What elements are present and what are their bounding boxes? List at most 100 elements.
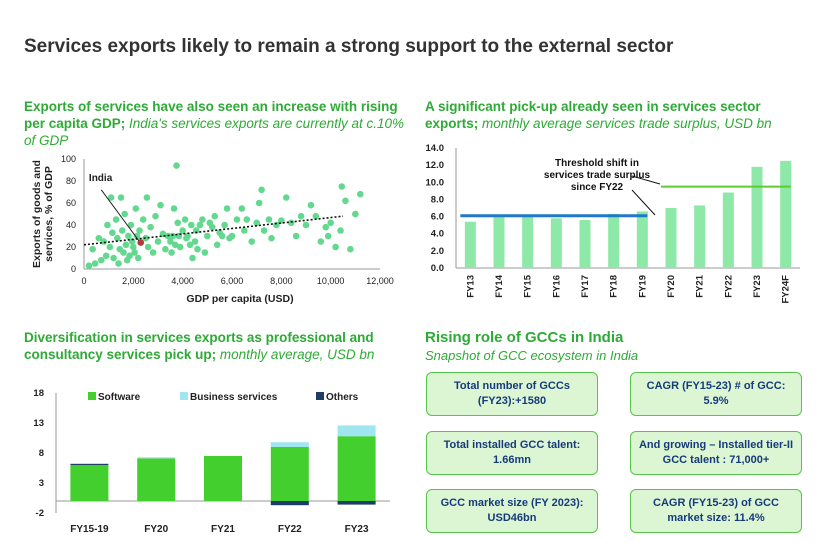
surplus-y-tick-label: 6.0 [431,212,444,223]
diversification-bar-segment [270,442,309,447]
surplus-bar [780,160,792,268]
scatter-point [133,232,141,240]
gcc-box-market-size: GCC market size (FY 2023): USD46bn [426,489,598,533]
scatter-point [194,245,201,253]
scatter-y-axis-label: Exports of goods andservices, % of GDP [31,160,55,268]
scatter-point [347,245,354,253]
scatter-x-tick-label: 12,000 [366,276,394,286]
gcc-box-tier-ii-talent: And growing – Installed tier-II GCC tale… [630,431,802,475]
scatter-point [322,223,330,231]
scatter-point [162,245,169,253]
scatter-point [265,216,273,223]
surplus-y-tick-label: 10.0 [426,177,445,188]
scatter-point [268,234,275,242]
scatter-y-tick-label: 40 [66,220,76,230]
scatter-point [102,252,110,260]
surplus-x-tick-label: FY16 [551,275,562,298]
diversification-bar-segment [270,501,309,506]
surplus-bar [522,215,534,268]
scatter-point [91,260,99,267]
scatter-point [324,232,332,240]
scatter-point [352,210,359,218]
surplus-bar [751,166,763,268]
scatter-title-subtitle: India's services exports are currently a… [24,116,404,148]
scatter-point [221,221,228,229]
scatter-point [139,216,147,223]
scatter-point [121,210,128,218]
scatter-point [297,212,305,220]
scatter-point [85,262,93,270]
surplus-title-bold: A significant pick-up already seen in se… [425,99,761,131]
surplus-y-tick-label: 0.0 [431,263,444,274]
scatter-point [114,234,121,242]
scatter-point [179,227,186,234]
surplus-bar [608,214,620,268]
scatter-point [112,216,120,223]
scatter-point [118,227,126,234]
scatter-point [287,219,295,227]
scatter-point [208,223,216,231]
scatter-point [218,232,226,240]
scatter-point [302,221,310,229]
diversification-legend-label: Software [98,392,141,403]
scatter-point [241,227,248,234]
scatter-point [253,219,260,227]
scatter-point [126,252,133,260]
scatter-point [110,254,117,262]
scatter-point [238,205,246,212]
surplus-x-tick-label: FY20 [666,275,677,298]
scatter-point [168,249,175,256]
gcc-title: Rising role of GCCs in India [425,329,624,346]
surplus-x-tick-label: FY24F [781,275,792,304]
scatter-point [147,223,154,231]
gcc-box-total-gccs: Total number of GCCs (FY23):+1580 [426,372,598,416]
scatter-point [307,201,315,209]
scatter-point [169,232,177,240]
surplus-panel-title: A significant pick-up already seen in se… [425,98,810,132]
scatter-point [332,243,339,251]
scatter-point [191,238,199,245]
diversification-bar-segment [70,465,109,501]
scatter-point [117,194,125,201]
scatter-point [204,232,211,240]
diversification-bar-segment [137,458,176,501]
surplus-x-tick-label: FY15 [523,274,534,297]
scatter-point [342,197,349,205]
surplus-annotation-pointer-top [631,175,661,185]
diversification-x-tick-label: FY23 [345,524,369,535]
scatter-title-bold: Exports of services have also seen an in… [24,99,398,131]
scatter-point [127,221,135,229]
surplus-threshold-annotation: Threshold shift in services trade surplus… [544,158,651,193]
scatter-point [109,229,116,236]
scatter-point [213,241,221,249]
surplus-bar [464,221,476,268]
surplus-x-tick-label: FY22 [723,275,734,298]
scatter-x-tick-label: 4,000 [171,276,194,286]
diversification-x-tick-label: FY22 [278,524,302,535]
scatter-x-tick-label: 0 [81,276,86,286]
scatter-point [282,194,290,201]
gcc-box-cagr-gccs: CAGR (FY15-23) # of GCC: 5.9% [630,372,802,416]
gcc-box-installed-talent: Total installed GCC talent: 1.66mn [426,431,598,475]
scatter-point [181,216,189,223]
scatter-point [317,238,325,245]
surplus-y-tick-label: 4.0 [431,229,444,240]
scatter-point [132,205,140,212]
scatter-point [142,234,149,242]
scatter-y-tick-label: 80 [66,176,76,186]
scatter-point [188,221,195,229]
scatter-point [106,243,114,251]
surplus-x-tick-label: FY19 [637,275,648,298]
diversification-legend-swatch [316,392,324,400]
scatter-point [184,232,191,240]
diversification-y-tick-label: 8 [39,448,44,459]
scatter-y-tick-label: 0 [71,264,76,274]
diversification-bar-segment [70,463,109,465]
scatter-point [152,212,159,220]
surplus-bar [550,218,562,268]
scatter-point [174,219,182,227]
scatter-point [327,219,334,227]
scatter-point [196,221,204,229]
scatter-x-tick-label: 10,000 [317,276,345,286]
scatter-panel-title: Exports of services have also seen an in… [24,98,409,149]
